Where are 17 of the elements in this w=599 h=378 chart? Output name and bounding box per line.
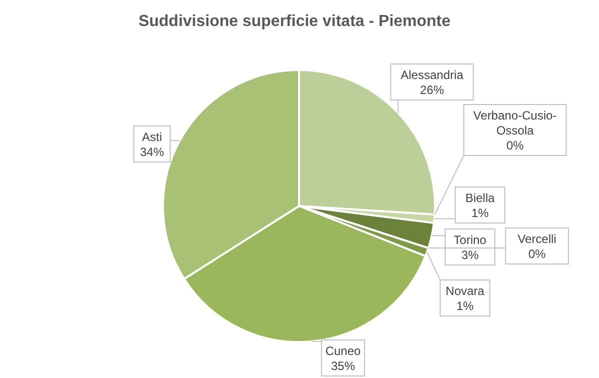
data-label: 1% bbox=[456, 299, 474, 313]
category-label: Verbano-Cusio-Ossola bbox=[473, 108, 557, 138]
slice-label: Torino bbox=[454, 233, 487, 247]
slice-label: Alessandria bbox=[400, 68, 464, 82]
slice-label: Cuneo bbox=[325, 344, 361, 358]
text: 0% bbox=[506, 138, 524, 152]
data-label: 26% bbox=[420, 83, 444, 97]
slice-label: Biella bbox=[465, 191, 495, 205]
data-label: 34% bbox=[140, 145, 164, 159]
category-label: Vercelli bbox=[518, 232, 556, 246]
slice-label: Novara bbox=[446, 284, 485, 298]
data-label: 1% bbox=[471, 206, 489, 220]
chart-title: Suddivisione superficie vitata - Piemonte bbox=[138, 13, 451, 30]
data-label: 3% bbox=[461, 248, 479, 262]
data-label: 35% bbox=[330, 359, 356, 373]
text: 0% bbox=[528, 247, 546, 261]
slice-label: Asti bbox=[142, 130, 162, 144]
